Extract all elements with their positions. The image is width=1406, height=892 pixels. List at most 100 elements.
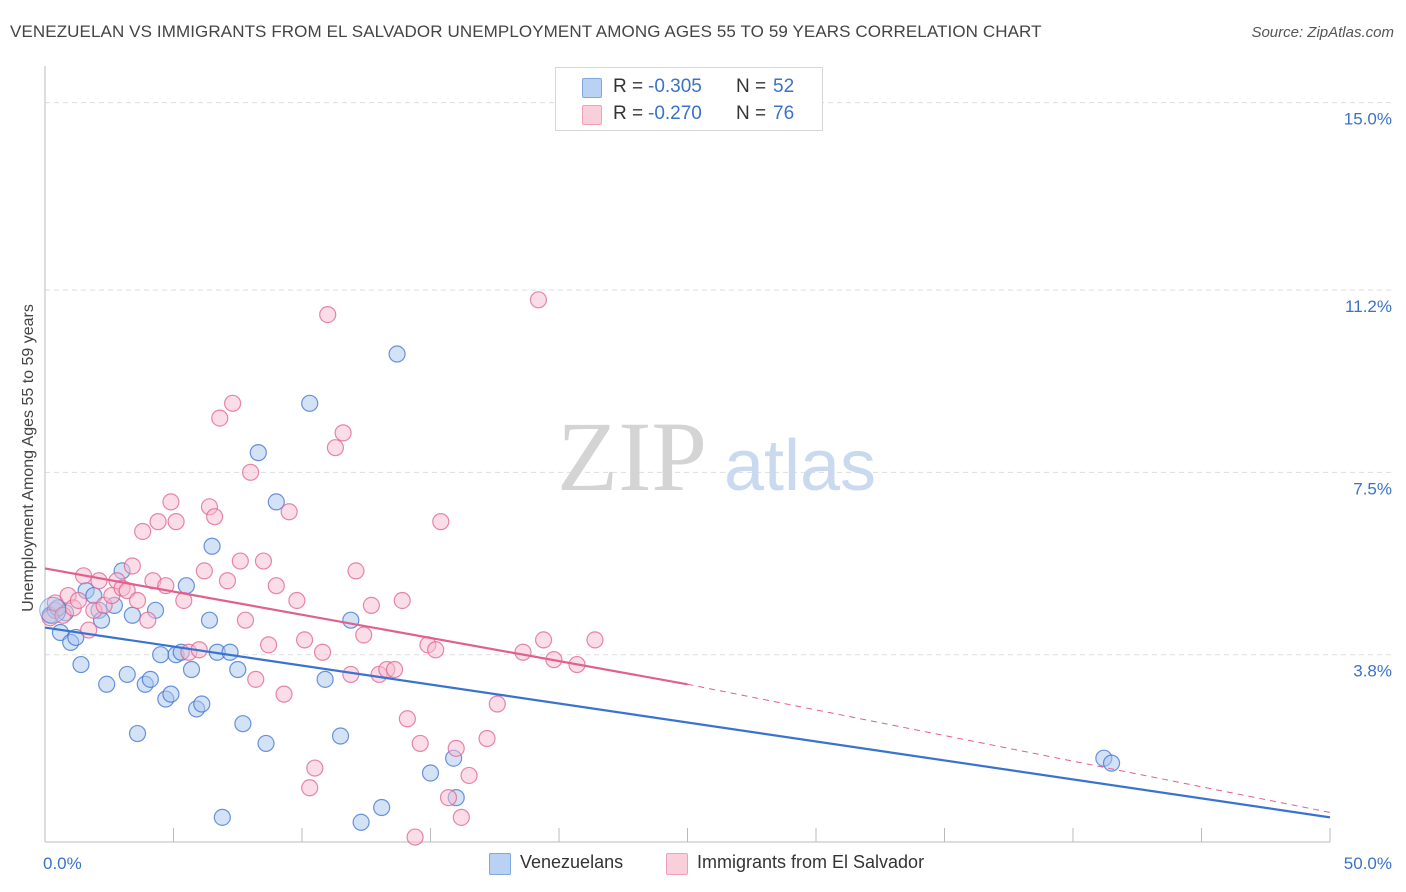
el-salvador-point (488, 695, 506, 713)
venezuelan-point (141, 670, 159, 688)
venezuelan-trend-line (44, 626, 1331, 819)
el-salvador-point (326, 439, 345, 457)
venezuelan-cluster-point (39, 596, 67, 624)
el-salvador-trend-line (44, 567, 688, 686)
bottom-legend-el-salvador: Immigrants from El Salvador (697, 852, 925, 872)
el-salvador-point (123, 557, 141, 575)
legend-n-value: 52 (773, 76, 795, 97)
el-salvador-point (478, 729, 496, 748)
el-salvador-point (529, 291, 548, 309)
el-salvador-point (398, 710, 416, 728)
el-salvador-point (134, 522, 152, 541)
el-salvador-point (69, 591, 88, 610)
venezuelan-point (213, 808, 231, 826)
x-tick-label-max: 50.0% (1344, 854, 1392, 873)
venezuelan-point (249, 444, 267, 462)
el-salvador-point (411, 734, 429, 753)
el-salvador-point (439, 789, 458, 807)
el-salvador-point (432, 513, 450, 531)
venezuelan-point (342, 611, 360, 629)
el-salvador-point (139, 611, 157, 629)
y-tick-label: 11.2% (1345, 297, 1392, 316)
el-salvador-point (218, 572, 237, 590)
venezuelan-point (72, 655, 90, 674)
venezuelan-point (128, 724, 147, 743)
watermark-atlas: atlas (724, 426, 876, 506)
el-salvador-trend-line-extension (687, 683, 1331, 813)
venezuelan-point (352, 813, 370, 831)
watermark: ZIP atlas (557, 401, 876, 512)
el-salvador-point (393, 591, 411, 610)
chart-title: VENEZUELAN VS IMMIGRANTS FROM EL SALVADO… (10, 22, 1042, 41)
el-salvador-point (247, 670, 265, 688)
el-salvador-point (301, 779, 319, 797)
venezuelan-point (373, 798, 391, 817)
venezuelan-point (200, 611, 219, 629)
el-salvador-point (90, 572, 108, 590)
el-salvador-point (334, 424, 352, 442)
el-salvador-point (447, 739, 465, 757)
x-tick-label-min: 0.0% (43, 854, 82, 873)
legend-swatch-el-salvador (582, 105, 602, 125)
bottom-legend-venezuelans: Venezuelans (520, 852, 624, 872)
venezuelan-point (301, 394, 319, 412)
venezuelan-point (316, 670, 334, 688)
el-salvador-point (306, 759, 324, 777)
legend-r-label: R = (613, 76, 644, 97)
legend-r-label: R = (613, 103, 644, 124)
watermark-zip: ZIP (557, 401, 707, 512)
el-salvador-point (236, 611, 255, 629)
el-salvador-point (280, 503, 298, 521)
legend-swatch-venezuelans (582, 78, 602, 98)
el-salvador-point (259, 636, 278, 654)
y-tick-label: 7.5% (1353, 479, 1392, 498)
venezuelan-point (118, 665, 136, 684)
el-salvador-point (254, 552, 273, 570)
venezuelan-point (421, 764, 440, 782)
bottom-legend-swatch-venezuelans (489, 853, 511, 875)
venezuelan-point (193, 695, 211, 713)
venezuelan-point (98, 675, 116, 693)
legend-n-label: N = (736, 76, 767, 97)
venezuelan-point (177, 577, 195, 595)
el-salvador-point (242, 463, 260, 481)
el-salvador-point (275, 685, 293, 703)
el-salvador-point (206, 508, 224, 526)
el-salvador-point (355, 626, 373, 644)
legend-n-label: N = (736, 103, 767, 124)
y-tick-label: 15.0% (1344, 110, 1392, 129)
el-salvador-point (162, 493, 180, 511)
venezuelan-point (152, 646, 170, 664)
venezuelan-point (182, 660, 201, 679)
el-salvador-point (586, 631, 604, 649)
venezuelan-point (388, 345, 406, 363)
venezuelan-point (234, 715, 252, 733)
el-salvador-point (231, 552, 249, 570)
el-salvador-point (211, 409, 229, 427)
el-salvador-point (288, 591, 306, 610)
el-salvador-point (295, 631, 314, 649)
venezuelan-point (229, 660, 247, 679)
el-salvador-point (167, 513, 185, 531)
venezuelan-point (203, 537, 221, 555)
el-salvador-point (195, 562, 213, 580)
el-salvador-point (313, 643, 332, 661)
source-label: Source: ZipAtlas.com (1251, 24, 1394, 41)
el-salvador-point (347, 562, 365, 580)
bottom-legend-swatch-el-salvador (666, 853, 688, 875)
el-salvador-point (224, 394, 242, 412)
venezuelan-point (267, 493, 285, 511)
y-tick-label: 3.8% (1353, 662, 1392, 681)
axes (44, 66, 1331, 843)
venezuelan-point (1102, 754, 1121, 772)
legend-r-value: -0.305 (648, 76, 702, 97)
el-salvador-point (267, 577, 285, 595)
el-salvador-point (460, 766, 478, 785)
el-salvador-point (534, 631, 553, 649)
el-salvador-point (452, 808, 470, 826)
venezuelan-point (162, 685, 180, 703)
el-salvador-point (385, 660, 404, 679)
el-salvador-point (149, 513, 167, 531)
venezuelan-point (221, 643, 239, 661)
el-salvador-point (319, 305, 337, 324)
